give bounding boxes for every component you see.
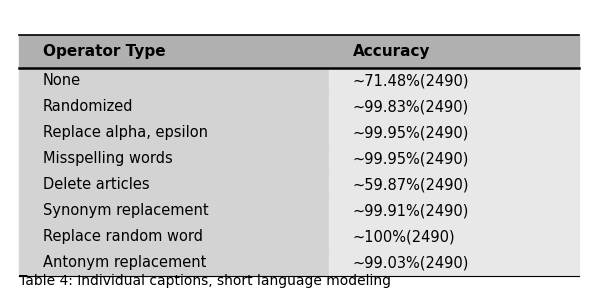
Text: Table 4: Individual captions, short language modeling: Table 4: Individual captions, short lang… (19, 274, 391, 288)
Text: Misspelling words: Misspelling words (43, 151, 173, 166)
Bar (19, 171, 329, 198)
Bar (19, 198, 329, 223)
Text: Replace alpha, epsilon: Replace alpha, epsilon (43, 125, 208, 140)
Text: Replace random word: Replace random word (43, 229, 203, 244)
Text: Antonym replacement: Antonym replacement (43, 255, 206, 270)
Bar (329, 198, 579, 223)
Text: ~71.48%(2490): ~71.48%(2490) (353, 73, 469, 88)
Bar (19, 35, 579, 68)
Text: ~99.83%(2490): ~99.83%(2490) (353, 99, 469, 114)
Bar (19, 146, 329, 171)
Bar (329, 171, 579, 198)
Text: ~100%(2490): ~100%(2490) (353, 229, 455, 244)
Bar (329, 250, 579, 275)
Text: ~99.95%(2490): ~99.95%(2490) (353, 125, 469, 140)
Text: ~99.91%(2490): ~99.91%(2490) (353, 203, 469, 218)
Text: Operator Type: Operator Type (43, 43, 166, 59)
Text: Randomized: Randomized (43, 99, 133, 114)
Bar (19, 94, 329, 119)
Text: None: None (43, 73, 81, 88)
Bar (19, 68, 329, 94)
Text: ~99.03%(2490): ~99.03%(2490) (353, 255, 469, 270)
Text: Accuracy: Accuracy (353, 43, 430, 59)
Bar (329, 68, 579, 94)
Bar (329, 94, 579, 119)
Bar (329, 223, 579, 250)
Text: Delete articles: Delete articles (43, 177, 150, 192)
Bar (329, 146, 579, 171)
Bar (19, 223, 329, 250)
Bar (329, 119, 579, 146)
Bar (19, 250, 329, 275)
Bar (19, 119, 329, 146)
Text: ~59.87%(2490): ~59.87%(2490) (353, 177, 469, 192)
Text: ~99.95%(2490): ~99.95%(2490) (353, 151, 469, 166)
Text: Synonym replacement: Synonym replacement (43, 203, 209, 218)
